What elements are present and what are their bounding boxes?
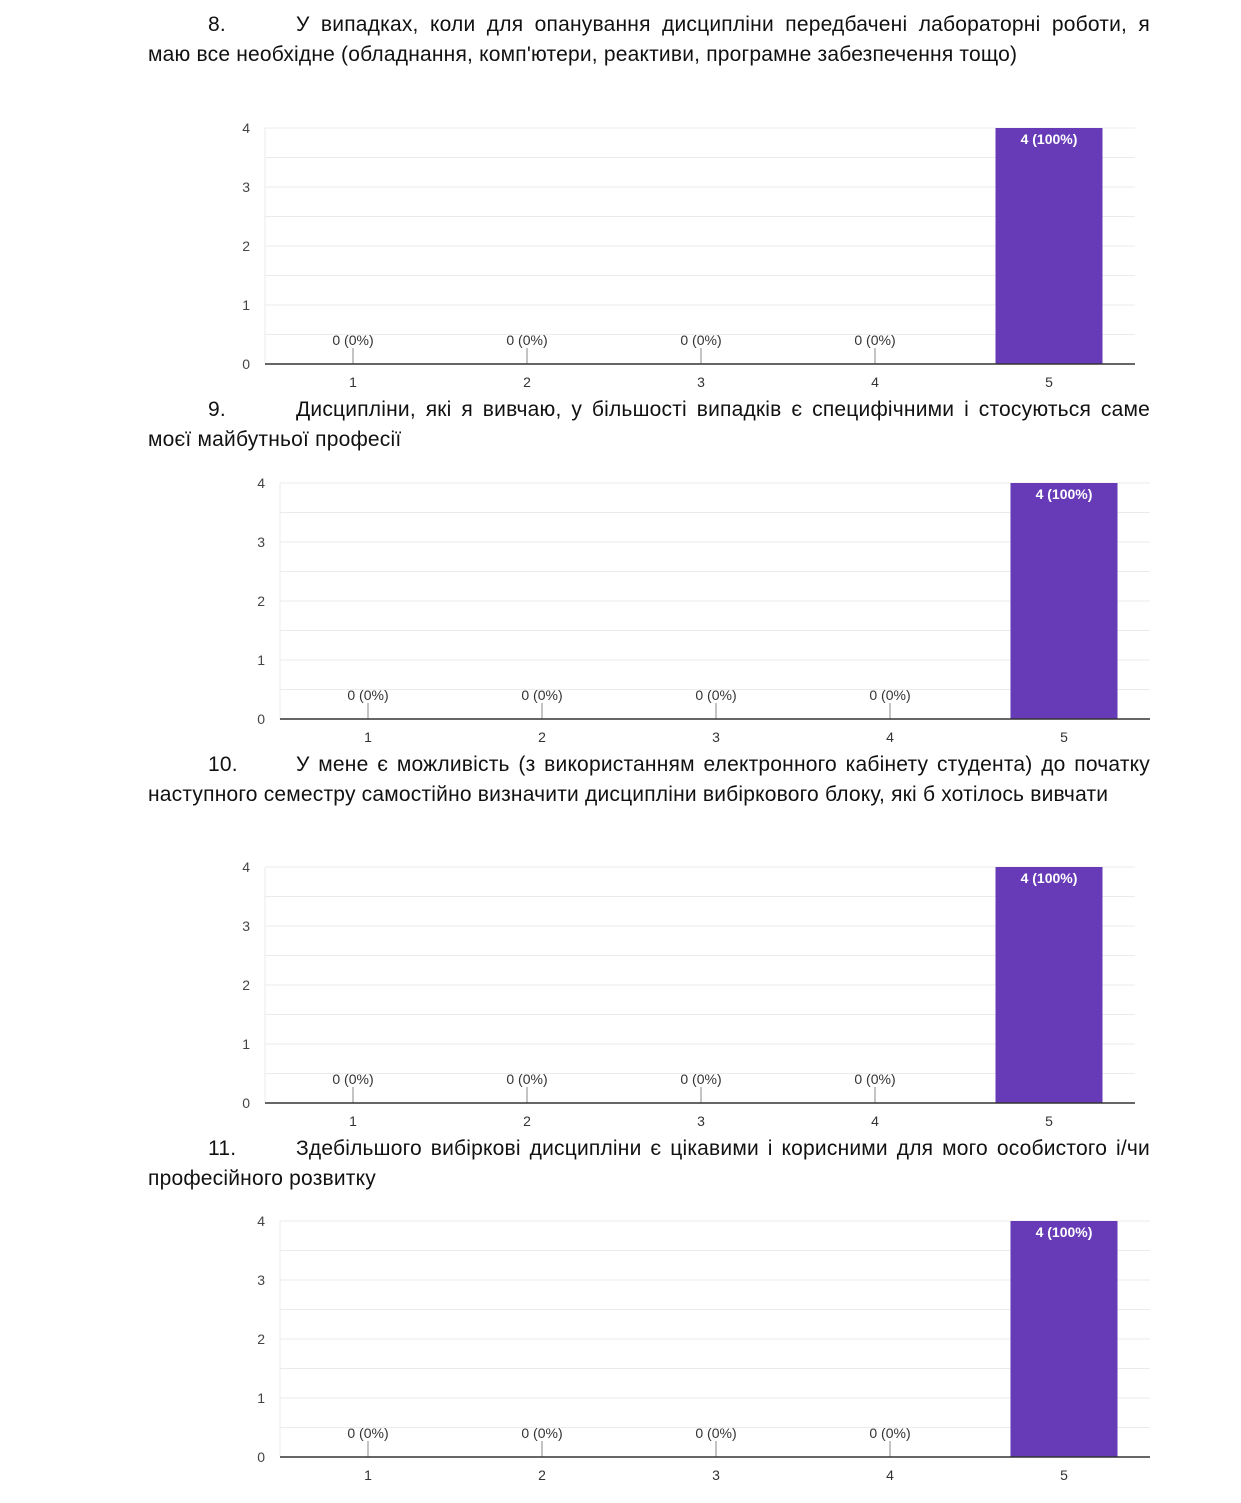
x-tick-label: 4 <box>886 1467 894 1483</box>
bar <box>995 128 1103 364</box>
data-label: 0 (0%) <box>695 1425 736 1441</box>
data-label: 0 (0%) <box>869 687 910 703</box>
x-tick-label: 2 <box>538 729 546 745</box>
data-label: 0 (0%) <box>506 332 547 348</box>
bar <box>995 867 1103 1103</box>
y-tick-label: 4 <box>257 1213 265 1229</box>
question-text: У випадках, коли для опанування дисциплі… <box>148 13 1150 66</box>
x-tick-label: 3 <box>697 374 705 390</box>
question-11: 11. Здебільшого вибіркові дисципліни є ці… <box>148 1134 1150 1194</box>
x-tick-label: 1 <box>349 1113 357 1129</box>
bar-chart-q10: 0 1 2 3 4 0 (0%) 1 0 (0%) 2 0 (0%) 3 0 (0%) 4 4 (100%… <box>242 859 1135 1129</box>
x-tick-label: 1 <box>364 1467 372 1483</box>
x-tick-label: 3 <box>697 1113 705 1129</box>
y-tick-label: 1 <box>242 1036 250 1052</box>
data-label: 0 (0%) <box>332 332 373 348</box>
data-label: 0 (0%) <box>869 1425 910 1441</box>
question-number: 10. <box>208 753 238 776</box>
x-tick-label: 1 <box>349 374 357 390</box>
x-tick-label: 4 <box>871 1113 879 1129</box>
x-tick-label: 2 <box>523 1113 531 1129</box>
y-tick-label: 2 <box>242 977 250 993</box>
y-tick-label: 4 <box>242 859 250 875</box>
data-label: 0 (0%) <box>680 1071 721 1087</box>
y-tick-label: 2 <box>257 593 265 609</box>
question-number: 11. <box>208 1137 237 1160</box>
question-text: Здебільшого вибіркові дисципліни є цікав… <box>148 1137 1150 1190</box>
x-tick-label: 2 <box>523 374 531 390</box>
y-tick-label: 1 <box>242 297 250 313</box>
y-tick-label: 0 <box>257 711 265 727</box>
question-number: 8. <box>208 13 226 36</box>
bar-chart-q9: 0 1 2 3 4 0 (0%) 1 0 (0%) 2 0 (0%) 3 0 (0%) 4 4 (100%… <box>257 475 1150 745</box>
x-tick-label: 5 <box>1060 1467 1068 1483</box>
bar <box>1010 483 1118 719</box>
data-label: 0 (0%) <box>521 1425 562 1441</box>
x-tick-label: 5 <box>1045 374 1053 390</box>
y-tick-label: 3 <box>257 534 265 550</box>
data-label: 0 (0%) <box>854 1071 895 1087</box>
data-label: 0 (0%) <box>695 687 736 703</box>
data-label: 4 (100%) <box>1036 486 1093 502</box>
x-tick-label: 5 <box>1060 729 1068 745</box>
y-tick-label: 1 <box>257 652 265 668</box>
data-label: 4 (100%) <box>1021 870 1078 886</box>
y-tick-label: 3 <box>257 1272 265 1288</box>
y-tick-label: 4 <box>257 475 265 491</box>
data-label: 4 (100%) <box>1021 131 1078 147</box>
bar <box>1010 1221 1118 1457</box>
data-label: 0 (0%) <box>854 332 895 348</box>
y-tick-label: 2 <box>257 1331 265 1347</box>
y-tick-label: 0 <box>242 356 250 372</box>
bar-chart-q11: 0 1 2 3 4 0 (0%) 1 0 (0%) 2 0 (0%) 3 0 (0%) 4 4 (100%… <box>257 1213 1150 1483</box>
data-label: 0 (0%) <box>521 687 562 703</box>
y-tick-label: 0 <box>242 1095 250 1111</box>
bar-chart-q8: 0 1 2 3 4 0 (0%) 1 0 (0%) 2 0 (0%) 3 0 (0%) 4 4 (100%… <box>242 120 1135 390</box>
y-tick-label: 4 <box>242 120 250 136</box>
data-label: 0 (0%) <box>347 687 388 703</box>
x-tick-label: 1 <box>364 729 372 745</box>
y-tick-label: 3 <box>242 918 250 934</box>
question-number: 9. <box>208 398 226 421</box>
data-label: 0 (0%) <box>680 332 721 348</box>
question-text: Дисципліни, які я вивчаю, у більшості ви… <box>148 398 1150 451</box>
x-tick-label: 4 <box>871 374 879 390</box>
x-tick-label: 4 <box>886 729 894 745</box>
y-tick-label: 0 <box>257 1449 265 1465</box>
data-label: 0 (0%) <box>347 1425 388 1441</box>
x-tick-label: 2 <box>538 1467 546 1483</box>
question-text: У мене є можливість (з використанням еле… <box>148 753 1150 806</box>
x-tick-label: 5 <box>1045 1113 1053 1129</box>
question-10: 10. У мене є можливість (з використанням … <box>148 750 1150 810</box>
question-8: 8. У випадках, коли для опанування дисцип… <box>148 10 1150 70</box>
y-tick-label: 3 <box>242 179 250 195</box>
data-label: 4 (100%) <box>1036 1224 1093 1240</box>
x-tick-label: 3 <box>712 729 720 745</box>
data-label: 0 (0%) <box>506 1071 547 1087</box>
x-tick-label: 3 <box>712 1467 720 1483</box>
question-9: 9. Дисципліни, які я вивчаю, у більшості … <box>148 395 1150 455</box>
y-tick-label: 2 <box>242 238 250 254</box>
y-tick-label: 1 <box>257 1390 265 1406</box>
data-label: 0 (0%) <box>332 1071 373 1087</box>
